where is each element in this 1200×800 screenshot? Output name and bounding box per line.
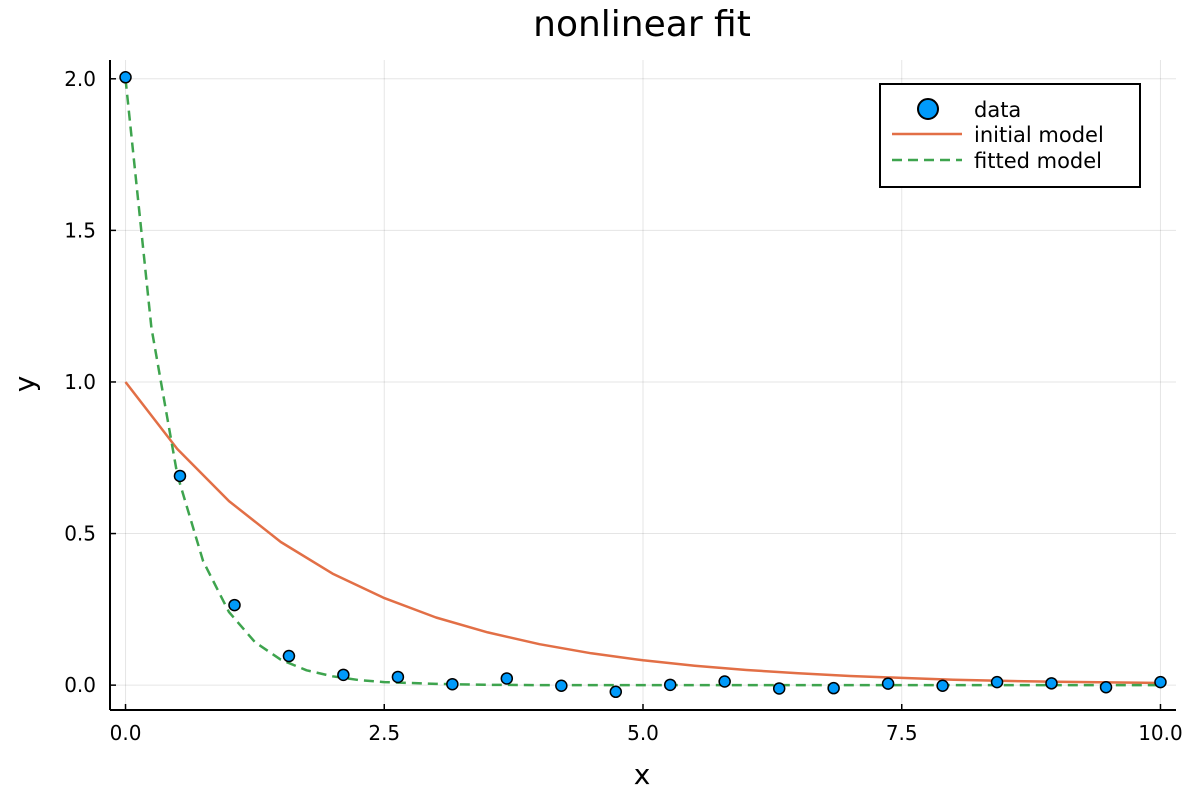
y-tick-label: 0.5 [64,522,96,546]
data-point [990,675,1004,689]
data-point [555,679,568,692]
x-tick-label: 7.5 [886,721,918,745]
data-point [173,469,187,483]
legend-label-data: data [974,98,1021,122]
y-tick-labels: 0.0 0.5 1.0 1.5 2.0 [64,67,96,697]
data-point [663,678,677,692]
y-tick-label: 2.0 [64,67,96,91]
legend-label-initial-model: initial model [974,123,1104,147]
data-point [228,598,241,612]
x-tick-label: 2.5 [368,721,400,745]
data-point [391,670,405,684]
y-tick-label: 1.0 [64,370,96,394]
legend-marker-data [917,98,939,120]
legend-label-fitted-model: fitted model [974,149,1102,173]
x-tick-label: 0.0 [110,721,142,745]
chart-title: nonlinear fit [533,4,751,45]
data-point [609,685,623,699]
data-point [772,682,786,695]
y-tick-label: 1.5 [64,218,96,242]
data-point [119,71,132,84]
data-point [1045,677,1058,690]
data-point [936,679,949,692]
x-tick-label: 10.0 [1138,721,1183,745]
initial-model-line [124,381,1161,685]
data-point [1099,681,1113,694]
data-point [827,681,840,695]
data-point [881,677,895,690]
y-axis-label: y [8,376,41,393]
data-point [337,668,350,682]
x-tick-labels: 0.0 2.5 5.0 7.5 10.0 [110,721,1183,745]
data-point [282,649,296,663]
axes [109,60,1176,711]
x-axis-label: x [634,758,651,791]
data-point [446,677,459,691]
data-point [500,672,514,685]
y-tick-label: 0.0 [64,673,96,697]
x-tick-label: 5.0 [627,721,659,745]
legend: data initial model fitted model [879,83,1141,188]
data-point [718,675,731,688]
series-points [119,71,1167,699]
data-point [1154,675,1167,689]
